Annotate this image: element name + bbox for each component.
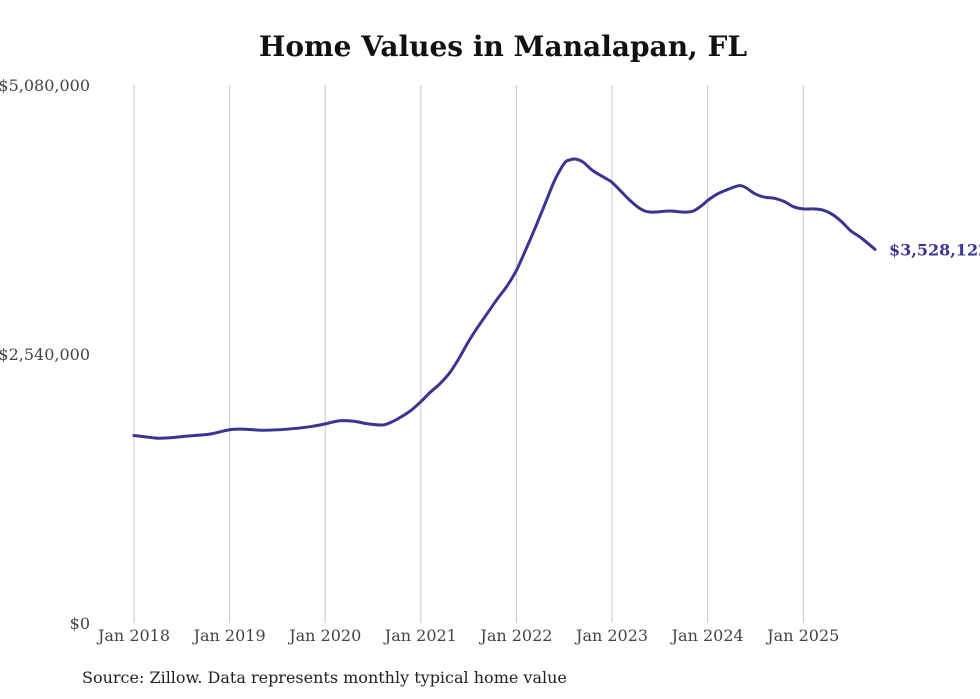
x-tick-label: Jan 2020 (287, 626, 361, 645)
y-tick-label: $2,540,000 (0, 345, 90, 364)
x-tick-label: Jan 2023 (574, 626, 648, 645)
gridlines (133, 85, 804, 623)
x-tick-label: Jan 2018 (96, 626, 170, 645)
x-tick-label: Jan 2022 (478, 626, 552, 645)
series-layer (132, 157, 877, 440)
source-note: Source: Zillow. Data represents monthly … (82, 668, 567, 687)
end-label-layer: $3,528,122 (889, 240, 980, 259)
y-tick-label: $0 (70, 614, 90, 633)
x-tick-label: Jan 2025 (765, 626, 839, 645)
y-tick-label: $5,080,000 (0, 76, 90, 95)
y-axis-ticks: $0 $2,540,000 $5,080,000 (0, 76, 90, 633)
x-tick-label: Jan 2019 (192, 626, 266, 645)
chart-title: Home Values in Manalapan, FL (258, 30, 748, 63)
x-tick-label: Jan 2024 (670, 626, 744, 645)
series-line (132, 157, 877, 440)
x-axis-ticks: Jan 2018 Jan 2019 Jan 2020 Jan 2021 Jan 2022… (96, 626, 839, 645)
end-value-label: $3,528,122 (889, 240, 980, 259)
x-tick-label: Jan 2021 (383, 626, 457, 645)
